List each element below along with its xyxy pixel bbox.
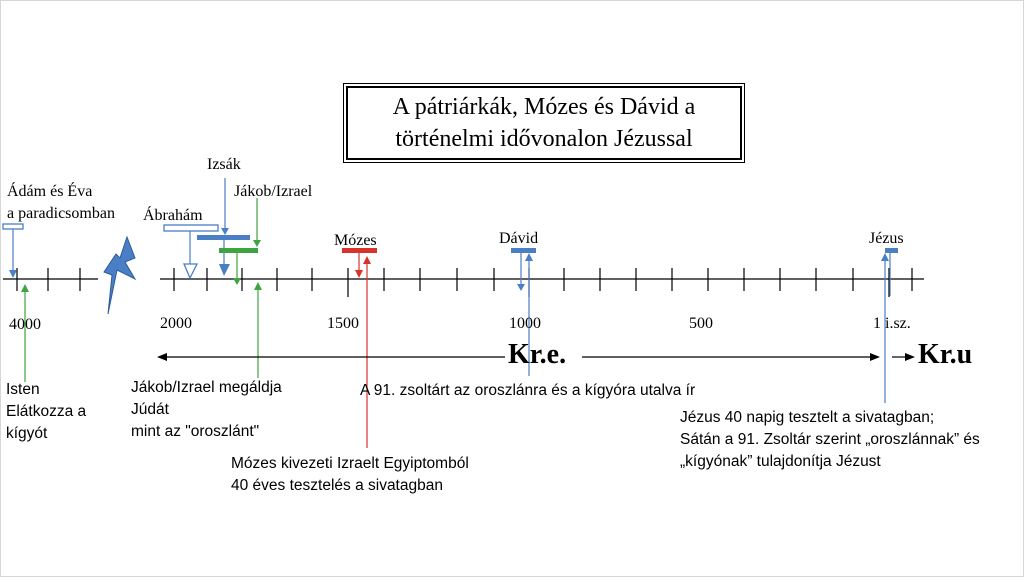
tick-label-1500: 1500	[327, 315, 359, 332]
title-box: A pátriárkák, Mózes és Dávid a történelm…	[346, 86, 742, 160]
label-david: Dávid	[499, 230, 539, 247]
tick-label-1000: 1000	[509, 315, 541, 332]
annotation-jezus-40: Jézus 40 napig tesztelt a sivatagban; Sá…	[680, 409, 980, 470]
izsak-bar	[197, 235, 250, 240]
annotation-mozes-kivezeti: Mózes kivezeti Izraelt Egyiptomból 40 év…	[231, 455, 469, 494]
page-title: A pátriárkák, Mózes és Dávid a történelm…	[392, 94, 696, 152]
label-adam-eva: Ádám és Éva a paradicsomban	[7, 183, 115, 222]
tick-label-4000: 4000	[9, 316, 41, 333]
jezus-bar	[885, 248, 898, 253]
label-mozes: Mózes	[334, 232, 377, 249]
mozes-kivezeti-arrowhead	[363, 256, 371, 264]
zsoltar-arrowhead	[525, 253, 533, 261]
annotation-isten: Isten Elátkozza a kígyót	[6, 381, 87, 442]
kre-arrow-right-head	[870, 353, 880, 361]
tick-label-1: 1 i.sz.	[873, 315, 911, 332]
adam-eva-arrowhead	[9, 270, 17, 278]
izsak-arrowhead	[221, 228, 229, 235]
label-jezus: Jézus	[869, 230, 904, 247]
label-abraham: Ábrahám	[143, 207, 203, 224]
izsak-down-arrowhead	[219, 264, 230, 276]
mozes-down-arrowhead	[355, 270, 363, 278]
jakob-arrowhead	[253, 240, 261, 247]
label-jakob: Jákob/Izrael	[234, 183, 313, 200]
axis-ticks	[16, 268, 913, 297]
abraham-arrowhead	[183, 263, 199, 280]
abraham-bar	[163, 224, 219, 232]
label-izsak: Izsák	[207, 156, 241, 173]
period-label-kre: Kr.e.	[508, 339, 567, 370]
isten-arrowhead	[21, 284, 29, 292]
jakob-down-arrowhead	[233, 278, 241, 285]
lightning-icon	[103, 235, 137, 315]
david-bar	[511, 248, 536, 253]
tick-label-2000: 2000	[160, 315, 192, 332]
period-label-kru: Kr.u	[918, 339, 973, 370]
david-down-arrowhead	[517, 284, 525, 291]
kre-arrow-left-head	[157, 353, 167, 361]
jakob-bar	[219, 248, 258, 253]
jakob-aldja-arrowhead	[254, 282, 262, 290]
kru-arrow-head	[905, 353, 915, 361]
annotation-jakob-aldja: Jákob/Izrael megáldja Júdát mint az "oro…	[131, 379, 282, 440]
tick-label-500: 500	[689, 315, 713, 332]
mozes-bar	[342, 248, 377, 253]
jezus-40-arrowhead	[881, 253, 889, 261]
annotation-zsoltar-91: A 91. zsoltárt az oroszlánra és a kígyór…	[360, 382, 696, 399]
